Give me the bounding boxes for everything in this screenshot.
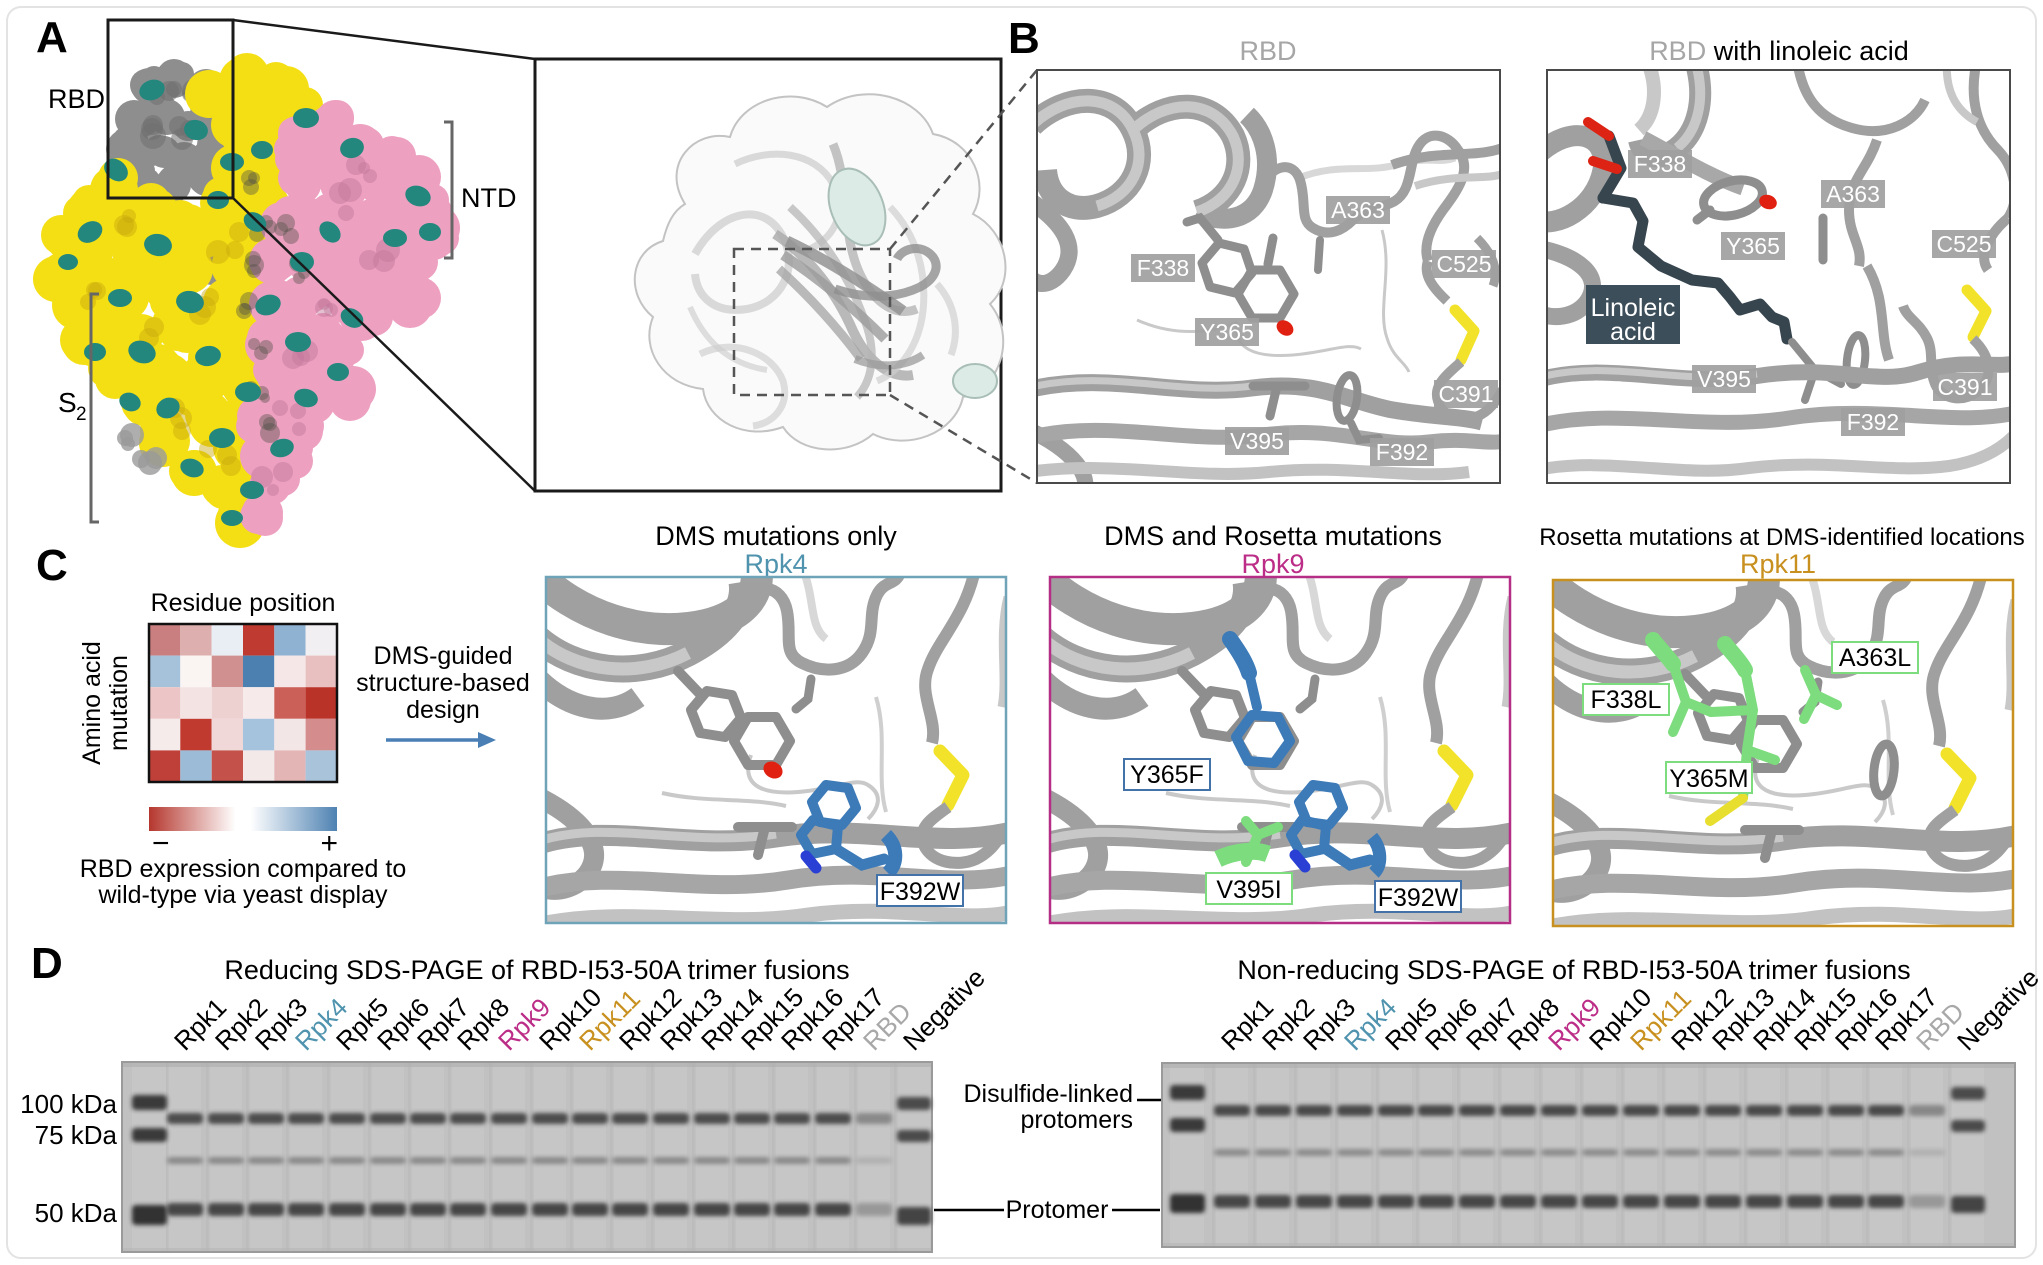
svg-text:F392: F392 [1847,409,1899,435]
svg-text:wild-type via yeast display: wild-type via yeast display [97,881,388,909]
svg-text:C: C [36,541,68,590]
svg-text:F392W: F392W [880,878,961,906]
svg-text:2: 2 [76,404,87,425]
svg-text:acid: acid [1610,318,1656,346]
svg-text:C391: C391 [1938,374,1993,400]
svg-text:RBD: RBD [1239,36,1296,66]
svg-text:V395: V395 [1697,366,1751,392]
svg-text:DMS-guided: DMS-guided [374,642,513,670]
svg-text:A: A [36,13,68,62]
svg-text:Y365M: Y365M [1669,765,1748,793]
svg-text:100 kDa: 100 kDa [20,1089,117,1119]
svg-text:C391: C391 [1439,381,1494,407]
svg-text:Disulfide-linked: Disulfide-linked [963,1080,1133,1108]
svg-text:Rpk9: Rpk9 [1241,549,1304,579]
svg-text:F338: F338 [1634,151,1686,177]
svg-text:A363: A363 [1331,197,1385,223]
svg-text:design: design [406,696,480,724]
svg-text:V395I: V395I [1216,876,1281,904]
svg-text:Y365F: Y365F [1130,761,1204,789]
svg-text:protomers: protomers [1020,1106,1133,1134]
svg-text:Reducing SDS-PAGE of RBD-I53-5: Reducing SDS-PAGE of RBD-I53-50A trimer … [224,955,849,985]
svg-text:Amino acid: Amino acid [78,641,106,765]
svg-text:50 kDa: 50 kDa [35,1198,118,1228]
svg-text:RBD: RBD [48,84,105,114]
svg-text:+: + [320,827,338,860]
svg-text:Rosetta mutations at DMS-ident: Rosetta mutations at DMS-identified loca… [1539,524,2025,551]
svg-text:A363L: A363L [1839,644,1911,672]
svg-text:D: D [31,939,63,988]
svg-text:Non-reducing SDS-PAGE of RBD-I: Non-reducing SDS-PAGE of RBD-I53-50A tri… [1237,955,1910,985]
svg-text:A363: A363 [1826,181,1880,207]
svg-text:S: S [58,387,77,418]
svg-text:F338L: F338L [1591,686,1662,714]
svg-text:Rpk4: Rpk4 [744,549,807,579]
svg-text:Y365: Y365 [1200,319,1254,345]
svg-text:Residue position: Residue position [151,589,336,617]
svg-text:DMS and Rosetta mutations: DMS and Rosetta mutations [1104,521,1442,551]
svg-text:Protomer: Protomer [1006,1196,1109,1224]
svg-text:structure-based: structure-based [356,669,530,697]
svg-text:F392: F392 [1376,439,1428,465]
svg-text:Rpk11: Rpk11 [1740,549,1816,579]
svg-text:V395: V395 [1230,428,1284,454]
svg-text:RBD with linoleic acid: RBD with linoleic acid [1649,36,1909,66]
svg-text:C525: C525 [1437,251,1492,277]
svg-text:mutation: mutation [105,655,133,751]
svg-text:−: − [152,827,170,860]
svg-text:RBD expression compared to: RBD expression compared to [80,855,407,883]
svg-text:Linoleic: Linoleic [1591,294,1676,322]
svg-text:F392W: F392W [1378,884,1459,912]
svg-text:75 kDa: 75 kDa [35,1120,118,1150]
svg-text:NTD: NTD [461,183,517,213]
svg-text:C525: C525 [1937,231,1992,257]
svg-text:Y365: Y365 [1726,233,1780,259]
svg-text:DMS mutations only: DMS mutations only [655,521,897,551]
svg-text:F338: F338 [1137,255,1189,281]
svg-text:B: B [1008,14,1040,63]
